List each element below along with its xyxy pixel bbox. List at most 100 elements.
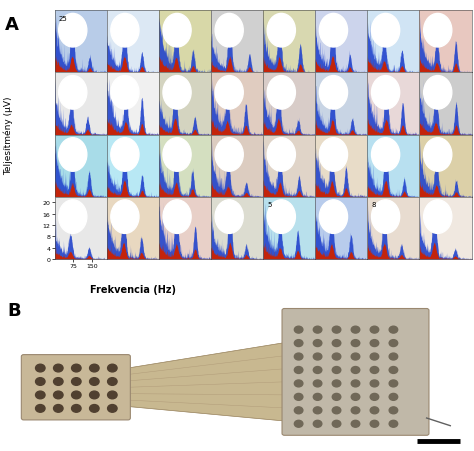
Circle shape [215, 14, 243, 48]
Circle shape [294, 353, 303, 360]
Circle shape [72, 405, 81, 412]
Circle shape [372, 138, 400, 172]
Circle shape [370, 353, 379, 360]
Circle shape [163, 76, 191, 110]
Circle shape [294, 420, 303, 427]
Circle shape [90, 391, 99, 399]
Circle shape [370, 380, 379, 387]
Text: 8: 8 [372, 202, 376, 207]
Circle shape [424, 200, 452, 234]
Circle shape [72, 391, 81, 399]
Circle shape [54, 405, 63, 412]
Circle shape [72, 364, 81, 372]
Circle shape [267, 200, 295, 234]
Circle shape [54, 378, 63, 386]
Circle shape [372, 76, 400, 110]
Circle shape [90, 364, 99, 372]
Circle shape [370, 394, 379, 400]
Circle shape [267, 76, 295, 110]
Circle shape [424, 76, 452, 110]
Circle shape [59, 76, 87, 110]
Circle shape [313, 327, 322, 333]
Circle shape [351, 420, 360, 427]
Circle shape [215, 76, 243, 110]
Circle shape [372, 14, 400, 48]
Circle shape [389, 367, 398, 373]
Circle shape [294, 367, 303, 373]
Circle shape [36, 391, 45, 399]
Circle shape [108, 391, 117, 399]
FancyBboxPatch shape [21, 355, 130, 420]
Circle shape [313, 407, 322, 414]
Circle shape [332, 353, 341, 360]
Circle shape [313, 394, 322, 400]
Circle shape [351, 380, 360, 387]
Circle shape [332, 394, 341, 400]
Circle shape [389, 327, 398, 333]
Text: A: A [5, 16, 18, 34]
Text: B: B [7, 301, 21, 319]
Circle shape [108, 405, 117, 412]
Circle shape [36, 378, 45, 386]
Circle shape [332, 420, 341, 427]
Circle shape [370, 340, 379, 347]
Circle shape [294, 394, 303, 400]
Circle shape [351, 367, 360, 373]
Circle shape [389, 394, 398, 400]
Circle shape [72, 378, 81, 386]
Circle shape [59, 14, 87, 48]
Circle shape [313, 367, 322, 373]
Circle shape [389, 340, 398, 347]
Circle shape [36, 405, 45, 412]
Circle shape [267, 138, 295, 172]
Circle shape [163, 200, 191, 234]
Circle shape [370, 327, 379, 333]
Circle shape [351, 394, 360, 400]
Circle shape [370, 367, 379, 373]
Circle shape [370, 407, 379, 414]
Circle shape [90, 405, 99, 412]
Circle shape [267, 14, 295, 48]
Circle shape [215, 200, 243, 234]
Circle shape [163, 14, 191, 48]
Text: 5: 5 [267, 202, 272, 207]
Circle shape [111, 138, 139, 172]
Circle shape [332, 367, 341, 373]
Circle shape [313, 420, 322, 427]
Circle shape [370, 420, 379, 427]
Circle shape [372, 200, 400, 234]
Circle shape [351, 407, 360, 414]
FancyBboxPatch shape [282, 309, 429, 435]
Circle shape [424, 14, 452, 48]
Circle shape [319, 14, 347, 48]
Circle shape [332, 327, 341, 333]
Circle shape [108, 378, 117, 386]
Text: Frekvencia (Hz): Frekvencia (Hz) [90, 284, 176, 294]
Circle shape [351, 340, 360, 347]
Circle shape [389, 420, 398, 427]
Circle shape [389, 407, 398, 414]
Circle shape [294, 380, 303, 387]
Circle shape [36, 364, 45, 372]
Circle shape [54, 364, 63, 372]
Circle shape [294, 407, 303, 414]
Circle shape [313, 353, 322, 360]
Circle shape [319, 138, 347, 172]
Circle shape [332, 407, 341, 414]
Circle shape [319, 200, 347, 234]
Circle shape [108, 364, 117, 372]
Circle shape [319, 76, 347, 110]
Circle shape [389, 380, 398, 387]
Circle shape [332, 340, 341, 347]
Circle shape [424, 138, 452, 172]
Circle shape [54, 391, 63, 399]
Circle shape [389, 353, 398, 360]
Circle shape [313, 380, 322, 387]
Circle shape [111, 76, 139, 110]
Circle shape [90, 378, 99, 386]
Circle shape [313, 340, 322, 347]
Circle shape [351, 353, 360, 360]
Circle shape [294, 340, 303, 347]
Circle shape [59, 138, 87, 172]
Text: Teljesítmény (μV): Teljesítmény (μV) [4, 96, 13, 175]
